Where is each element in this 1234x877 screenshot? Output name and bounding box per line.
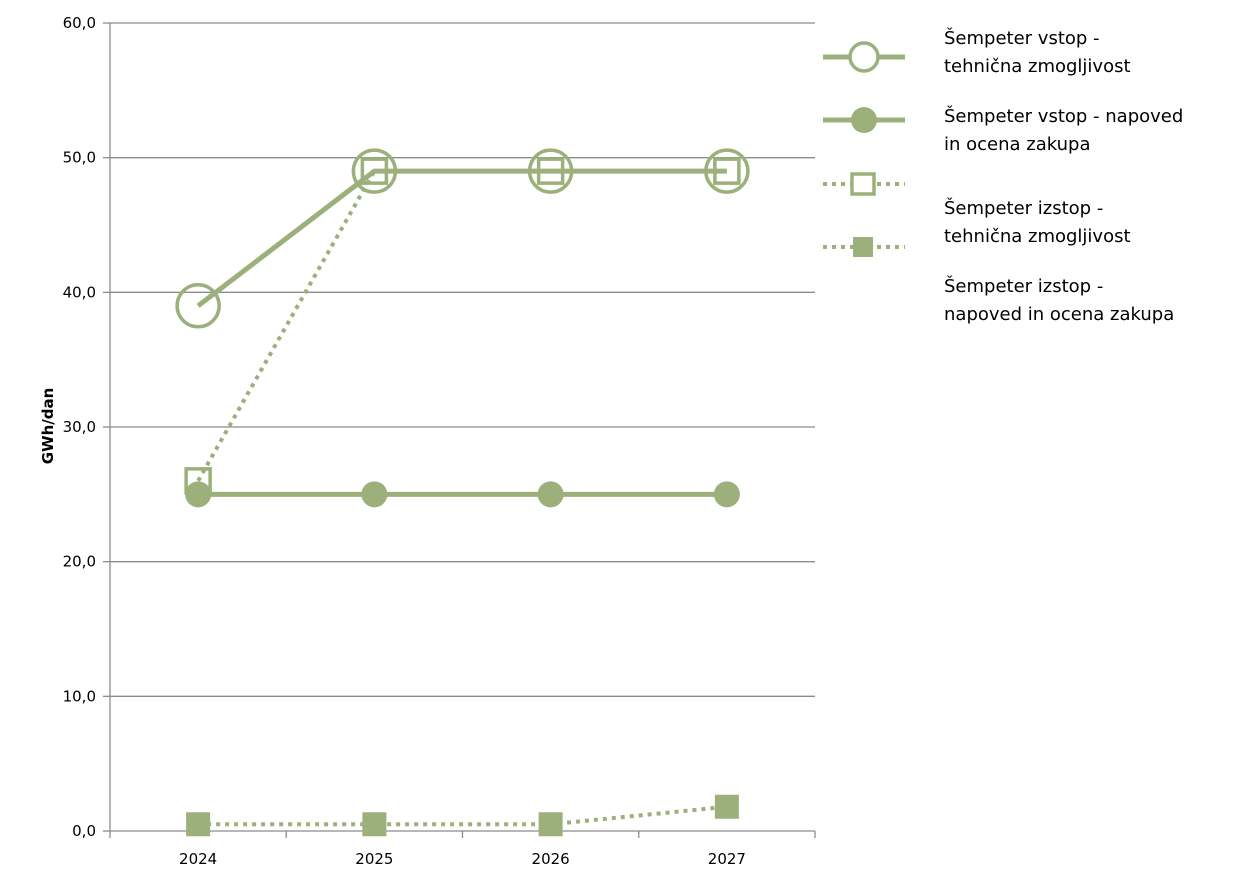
data-point	[361, 481, 388, 508]
y-tick-label: 60,0	[63, 14, 96, 32]
legend-item: Šempeter vstop - tehnična zmogljivost	[823, 27, 1131, 77]
series-1	[175, 148, 750, 329]
series-2	[185, 481, 740, 508]
data-point	[713, 481, 740, 508]
data-point	[175, 283, 221, 329]
y-tick-label: 50,0	[63, 149, 96, 167]
legend-item: Šempeter izstop - tehnična zmogljivost	[823, 172, 1131, 247]
legend-label: Šempeter izstop -	[944, 275, 1103, 297]
y-tick-label: 10,0	[63, 687, 96, 705]
data-point	[362, 812, 387, 837]
series-layer	[175, 148, 750, 837]
legend-marker	[848, 41, 880, 73]
data-point	[538, 812, 563, 837]
data-point	[186, 812, 211, 837]
y-tick-label: 0,0	[72, 822, 96, 840]
x-tick-label: 2027	[708, 850, 746, 868]
legend-item: Šempeter vstop - napoved in ocena zakupa	[823, 105, 1183, 155]
data-point	[351, 148, 398, 194]
x-tick-label: 2026	[532, 850, 570, 868]
series-line	[196, 168, 727, 308]
data-point	[360, 157, 389, 185]
data-point	[184, 467, 212, 495]
legend-item: Šempeter izstop - napoved in ocena zakupa	[823, 237, 1174, 325]
data-point	[536, 157, 565, 185]
data-point	[537, 481, 564, 508]
legend-label: napoved in ocena zakupa	[944, 304, 1174, 325]
legend-label: Šempeter vstop -	[944, 27, 1100, 49]
legend-label: tehnična zmogljivost	[944, 56, 1131, 77]
data-point	[527, 148, 574, 194]
grid-layer	[110, 22, 815, 697]
legend-label: tehnična zmogljivost	[944, 226, 1131, 247]
series-3	[184, 157, 741, 495]
legend-marker	[851, 107, 877, 133]
legend-label: Šempeter izstop -	[944, 197, 1103, 219]
axis-layer: 0,0 10,0 20,0 30,0 40,0 50,0 60,0 2024 2025 2026 2…	[63, 14, 816, 868]
series-4	[186, 794, 739, 837]
series-line	[198, 804, 728, 827]
legend-marker	[853, 237, 873, 257]
legend: Šempeter vstop -tehnična zmogljivostŠemp…	[823, 27, 1183, 325]
legend-label: Šempeter vstop - napoved	[944, 105, 1183, 127]
y-axis-label: GWh/dan	[39, 388, 57, 465]
x-tick-label: 2025	[355, 850, 393, 868]
data-point	[714, 794, 739, 819]
legend-marker	[850, 172, 876, 196]
data-point	[713, 157, 741, 185]
legend-label: in ocena zakupa	[944, 134, 1091, 155]
y-tick-label: 20,0	[63, 553, 96, 571]
x-tick-label: 2024	[179, 850, 217, 868]
series-line	[196, 169, 727, 482]
y-tick-label: 40,0	[63, 283, 96, 301]
y-tick-label: 30,0	[63, 418, 96, 436]
